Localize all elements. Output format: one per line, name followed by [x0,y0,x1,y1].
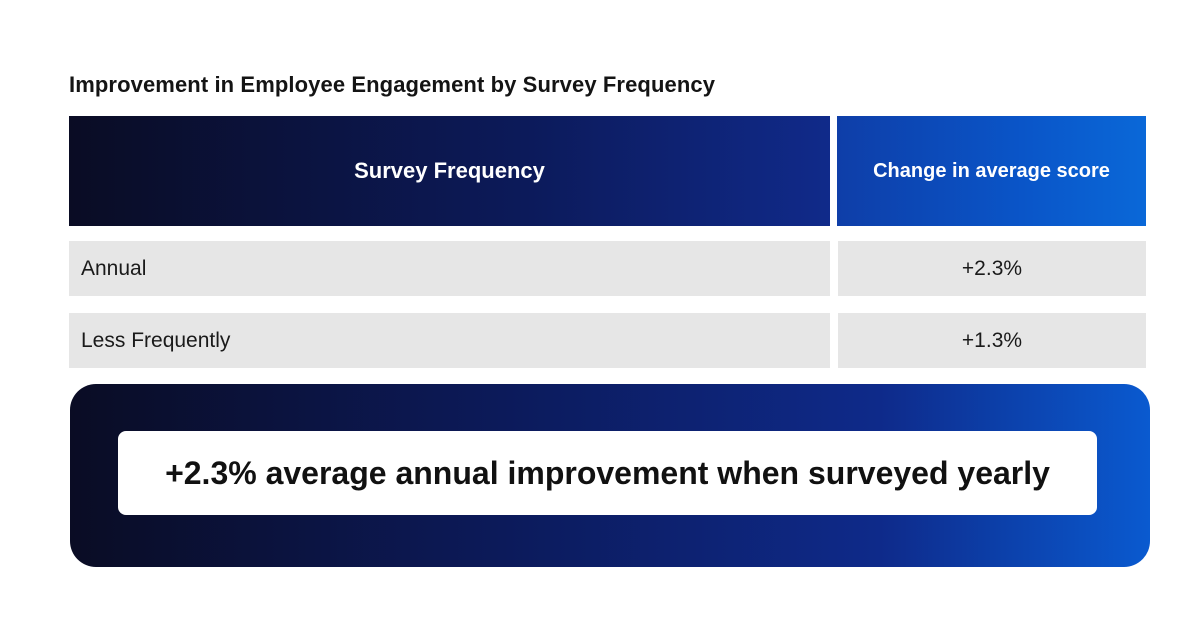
column-header-change-in-average-score: Change in average score [837,116,1146,226]
column-header-survey-frequency: Survey Frequency [69,116,830,226]
table-cell-change: +2.3% [838,241,1146,296]
table-cell-frequency: Annual [69,241,830,296]
callout-text: +2.3% average annual improvement when su… [118,431,1097,515]
table-cell-frequency: Less Frequently [69,313,830,368]
chart-title: Improvement in Employee Engagement by Su… [69,72,716,97]
table-cell-change: +1.3% [838,313,1146,368]
